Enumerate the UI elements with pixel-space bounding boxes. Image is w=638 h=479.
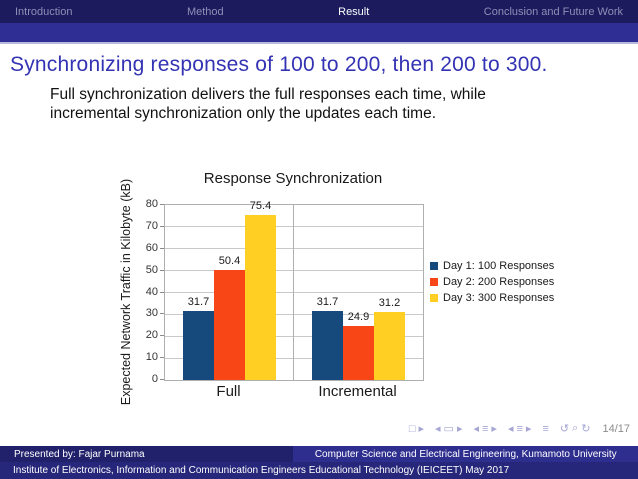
chart-legend: Day 1: 100 Responses Day 2: 200 Responses… <box>430 260 554 308</box>
bar-full-day3: 75.4 <box>245 200 276 380</box>
category-group-full: 31.7 50.4 75.4 <box>165 200 294 380</box>
legend-label: Day 2: 200 Responses <box>443 276 555 288</box>
bar-value-label: 31.2 <box>378 296 401 309</box>
y-tick-mark <box>160 335 164 337</box>
frame-prev-icon[interactable]: ◂ <box>435 423 441 435</box>
legend-label: Day 3: 300 Responses <box>443 292 555 304</box>
y-tick-label-50: 50 <box>145 263 158 276</box>
y-tick-mark <box>160 379 164 380</box>
y-tick-label-40: 40 <box>145 285 158 298</box>
category-group-incremental: 31.7 24.9 31.2 <box>294 205 423 380</box>
x-axis-category-labels: Full Incremental <box>164 383 422 400</box>
nav-item-result[interactable]: Result <box>338 5 370 18</box>
bar-chart: Response Synchronization Expected Networ… <box>100 166 554 411</box>
document-icon[interactable]: ≡ <box>542 422 549 435</box>
slide-icon[interactable]: □ <box>408 422 416 435</box>
bar-full-day2: 50.4 <box>214 255 245 380</box>
footer-department: Computer Science and Electrical Engineer… <box>293 446 638 462</box>
y-tick-label-30: 30 <box>145 307 158 320</box>
y-tick-label-20: 20 <box>145 329 158 342</box>
bar-value-label: 24.9 <box>347 310 370 323</box>
bar-value-label: 75.4 <box>249 200 272 213</box>
gridline-70 <box>165 226 423 228</box>
y-tick-mark <box>160 269 164 271</box>
y-tick-label-0: 0 <box>151 373 158 385</box>
page-number: 14/17 <box>602 422 630 435</box>
bar-value-label: 31.7 <box>187 295 210 308</box>
footer-institute: Institute of Electronics, Information an… <box>0 462 638 479</box>
forward-icon[interactable]: ↻ <box>581 423 591 435</box>
subsection-prev-icon[interactable]: ◂ <box>473 423 479 435</box>
gridline-10 <box>165 357 423 359</box>
category-label-full: Full <box>216 383 241 400</box>
legend-label: Day 1: 100 Responses <box>443 260 555 272</box>
gridline-60 <box>165 248 423 250</box>
bar-value-label: 31.7 <box>316 295 339 308</box>
y-tick-mark <box>160 357 164 359</box>
legend-swatch-icon <box>430 294 438 302</box>
legend-entry-day2: Day 2: 200 Responses <box>430 276 554 288</box>
bar-incremental-day3: 31.2 <box>374 297 405 380</box>
section-next-icon[interactable]: ▸ <box>525 423 532 435</box>
frame-icon[interactable]: ▭ <box>443 423 454 435</box>
gridline-40 <box>165 292 423 293</box>
slide-next-icon[interactable]: ▸ <box>418 423 424 435</box>
back-icon[interactable]: ↺ <box>559 423 570 435</box>
slide-title: Synchronizing responses of 100 to 200, t… <box>10 53 548 76</box>
subsection-icon[interactable]: ≡ <box>482 422 489 435</box>
gridline-30 <box>165 313 423 315</box>
legend-swatch-icon <box>430 262 438 270</box>
footer: Presented by: Fajar Purnama Computer Sci… <box>0 446 638 479</box>
y-tick-mark <box>160 291 164 293</box>
subsection-next-icon[interactable]: ▸ <box>491 423 497 435</box>
y-tick-mark <box>160 225 164 227</box>
section-navigation-bar: Introduction Method Result Conclusion and F… <box>0 0 638 23</box>
footer-row-top: Presented by: Fajar Purnama Computer Sci… <box>0 446 638 462</box>
beamer-navigation-symbols: □ ▸ ◂ ▭ ▸ ◂ ≡ ▸ ◂ ≡ ▸ ≡ ↺ ⌕ ↻ 14/17 <box>406 422 630 435</box>
chart-title: Response Synchronization <box>203 170 383 187</box>
y-tick-label-10: 10 <box>145 351 158 364</box>
nav-item-introduction[interactable]: Introduction <box>15 5 73 18</box>
nav-item-conclusion-and-future-work[interactable]: Conclusion and Future Work <box>483 5 623 18</box>
footer-author: Presented by: Fajar Purnama <box>0 446 294 462</box>
y-tick-label-60: 60 <box>145 241 158 254</box>
legend-entry-day1: Day 1: 100 Responses <box>430 260 554 272</box>
plot-area: 31.7 50.4 75.4 31.7 24.9 31.2 <box>164 200 424 381</box>
y-tick-mark <box>160 204 164 205</box>
legend-swatch-icon <box>430 278 438 286</box>
gridline-50 <box>165 270 423 272</box>
y-tick-mark <box>160 247 164 249</box>
legend-entry-day3: Day 3: 300 Responses <box>430 292 554 304</box>
category-label-incremental: Incremental <box>318 383 397 400</box>
header-decoration-band <box>0 23 638 44</box>
bar-incremental-day2: 24.9 <box>343 311 374 380</box>
body-line-2: incremental synchronization only the upd… <box>50 104 436 122</box>
frame-next-icon[interactable]: ▸ <box>456 423 463 435</box>
bar-incremental-day1: 31.7 <box>312 296 343 380</box>
gridline-20 <box>165 335 423 337</box>
y-tick-label-80: 80 <box>145 198 158 210</box>
body-line-1: Full synchronization delivers the full r… <box>50 86 486 103</box>
category-separator <box>293 205 294 380</box>
y-tick-label-70: 70 <box>145 219 158 232</box>
search-icon[interactable]: ⌕ <box>572 422 579 434</box>
section-prev-icon[interactable]: ◂ <box>507 423 514 435</box>
slide-body-text: Full synchronization delivers the full r… <box>50 86 592 123</box>
bar-value-label: 50.4 <box>218 254 241 267</box>
y-tick-mark <box>160 313 164 315</box>
nav-item-method[interactable]: Method <box>186 5 224 18</box>
section-icon[interactable]: ≡ <box>516 422 523 435</box>
bar-full-day1: 31.7 <box>183 296 214 380</box>
